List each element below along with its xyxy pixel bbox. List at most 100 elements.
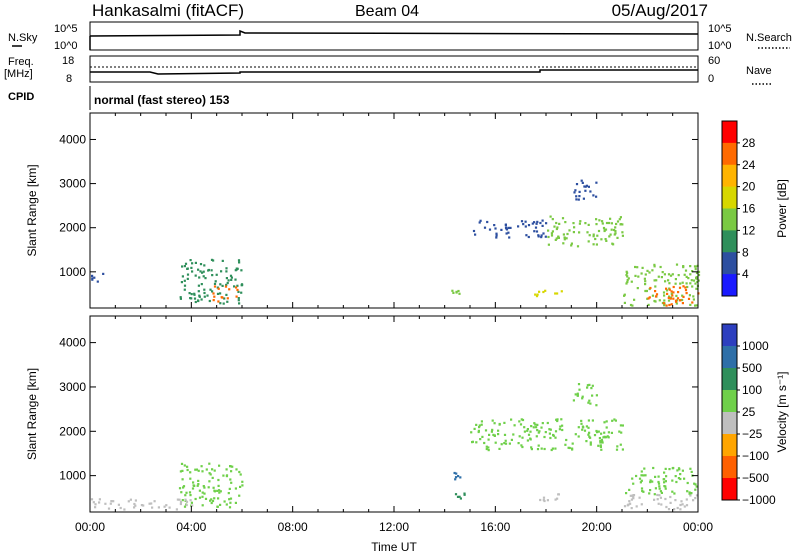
data-cell [194,261,197,264]
data-cell [213,497,216,500]
colorbar-swatch [722,208,737,231]
data-cell [550,448,553,452]
data-cell [628,500,631,503]
data-cell [181,469,184,472]
data-cell [517,225,520,228]
data-cell [510,418,513,421]
data-cell [683,273,686,276]
data-cell [487,446,490,449]
data-cell [666,292,669,295]
data-cell [674,282,677,285]
data-cell [566,232,569,236]
data-cell [694,483,697,486]
data-cell [560,418,563,421]
data-cell [526,428,529,431]
data-cell [608,235,611,238]
data-cell [606,435,609,438]
data-cell [530,425,533,428]
data-cell [238,494,241,497]
data-cell [561,424,564,427]
data-cell [595,181,598,184]
data-cell [534,293,537,296]
data-cell [203,486,206,489]
data-cell [197,299,200,303]
data-cell [644,474,647,477]
data-cell [221,259,224,262]
data-cell [694,282,697,285]
data-cell [665,505,668,509]
data-cell [212,292,215,295]
data-cell [690,492,693,495]
data-cell [203,295,206,298]
data-cell [632,494,636,497]
data-cell [495,232,498,235]
data-cell [564,221,567,224]
data-cell [219,503,222,506]
data-cell [228,288,231,291]
data-cell [629,502,632,505]
data-cell [153,500,156,503]
data-cell [641,489,644,493]
data-cell [649,286,652,290]
data-cell [682,295,685,298]
data-cell [648,296,651,299]
data-cell [213,282,217,285]
data-cell [236,288,239,292]
data-cell [234,269,237,272]
freq-unit: [MHz] [4,68,33,80]
data-cell [229,497,233,500]
data-cell [685,275,688,278]
data-cell [217,300,220,303]
data-cell [463,493,466,496]
data-cell [669,495,672,499]
data-cell [575,195,578,198]
data-cell [649,481,652,484]
data-cell [653,263,656,266]
data-cell [585,184,588,187]
data-cell [679,299,682,302]
data-cell [644,283,647,286]
data-cell [653,265,656,268]
data-cell [604,228,608,231]
data-cell [665,287,668,290]
data-cell [667,296,670,299]
data-cell [614,419,617,422]
data-cell [541,224,544,227]
data-cell [563,236,566,239]
colorbar-swatch [722,478,737,501]
data-cell [623,293,626,296]
data-cell [539,221,542,225]
data-cell [488,433,491,436]
data-cell [580,419,583,422]
data-cell [543,447,546,451]
data-cell [223,297,226,300]
data-cell [555,221,558,225]
data-cell [481,435,484,438]
data-cell [197,469,200,472]
data-cell [577,198,580,201]
data-cell [655,279,658,282]
data-cell [234,501,237,504]
data-cell [209,473,212,476]
data-cell [216,292,220,295]
data-cell [589,190,592,193]
data-cell [683,477,686,480]
data-cell [213,285,217,288]
data-cell [677,291,680,294]
data-cell [649,489,652,492]
data-cell [185,503,188,507]
data-cell [550,232,553,235]
data-cell [235,286,238,289]
data-cell [110,500,113,503]
data-cell [595,195,598,198]
data-cell [620,431,623,434]
data-cell [689,467,692,470]
data-cell [552,434,555,437]
data-cell [625,282,628,285]
data-cell [478,221,481,224]
colorbar-swatch [722,368,737,391]
data-cell [605,239,608,242]
data-cell [592,243,595,246]
data-cell [589,436,592,439]
data-cell [225,277,228,280]
